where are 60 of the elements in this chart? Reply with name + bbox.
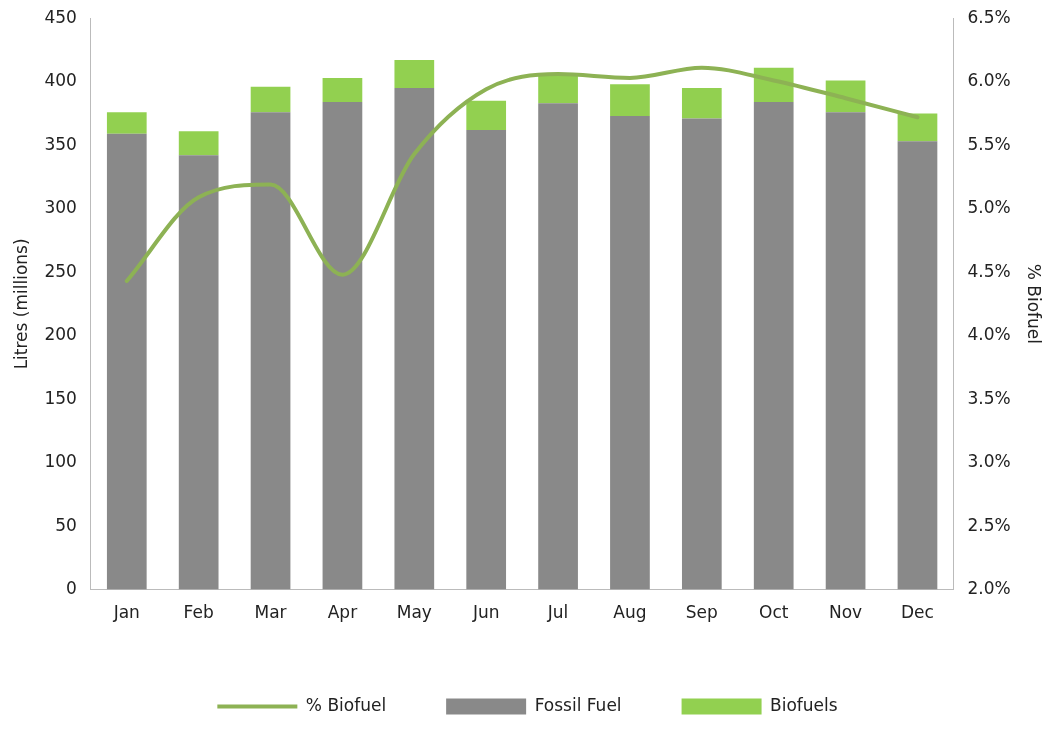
bar xyxy=(178,131,219,156)
y-tick-label: 150 xyxy=(44,387,77,408)
x-tick-label: Oct xyxy=(759,602,789,623)
y2-tick-label: 5.5% xyxy=(967,133,1011,154)
y2-tick-label: 2.5% xyxy=(967,514,1011,535)
y-tick-label: 300 xyxy=(44,197,77,218)
bar xyxy=(897,113,938,142)
y-tick-label: 200 xyxy=(44,324,77,345)
bar xyxy=(897,141,938,590)
bar xyxy=(106,133,147,590)
legend-label: Biofuels xyxy=(770,694,838,715)
bar xyxy=(466,100,507,130)
y2-tick-label: 3.5% xyxy=(967,387,1011,408)
y-tick-label: 350 xyxy=(44,133,77,154)
bar xyxy=(466,129,507,590)
x-tick-label: Mar xyxy=(254,602,287,623)
x-tick-label: Nov xyxy=(829,602,863,623)
bar xyxy=(681,118,722,590)
bar xyxy=(394,88,435,590)
x-tick-label: Jun xyxy=(471,602,500,623)
x-tick-label: May xyxy=(396,602,432,623)
x-tick-label: Apr xyxy=(327,602,358,623)
y2-tick-label: 5.0% xyxy=(967,197,1011,218)
bar xyxy=(106,112,147,134)
bar xyxy=(681,88,722,119)
bar xyxy=(538,103,578,590)
bar xyxy=(322,77,363,103)
bar xyxy=(825,112,866,590)
bar xyxy=(538,75,578,104)
y-tick-label: 50 xyxy=(55,514,77,535)
y2-tick-label: 4.0% xyxy=(967,324,1011,345)
bar xyxy=(610,84,650,116)
y-tick-label: 250 xyxy=(44,260,77,281)
bar xyxy=(753,102,794,590)
y2-tick-label: 6.0% xyxy=(967,70,1011,91)
bar xyxy=(394,60,435,89)
y2-tick-label: 6.5% xyxy=(967,6,1011,27)
y2-tick-label: 4.5% xyxy=(967,260,1011,281)
x-tick-label: Jul xyxy=(546,602,569,623)
legend-label: Fossil Fuel xyxy=(534,694,622,715)
bar xyxy=(250,86,291,113)
y-tick-label: 0 xyxy=(66,578,77,599)
bar xyxy=(322,102,363,590)
y2-tick-label: 3.0% xyxy=(967,451,1011,472)
bar xyxy=(178,155,219,590)
x-tick-label: Jan xyxy=(112,602,140,623)
x-tick-label: Aug xyxy=(613,602,647,623)
y2-tick-label: 2.0% xyxy=(967,578,1011,599)
y-tick-label: 450 xyxy=(44,6,77,27)
y-axis-title: Litres (millions) xyxy=(10,238,31,370)
y-tick-label: 100 xyxy=(44,451,77,472)
x-tick-label: Dec xyxy=(901,602,934,623)
line-series xyxy=(124,65,920,284)
bar xyxy=(610,115,650,590)
y-tick-label: 400 xyxy=(44,70,77,91)
bar xyxy=(250,112,291,590)
x-tick-label: Feb xyxy=(183,602,214,623)
x-tick-label: Sep xyxy=(685,602,718,623)
legend-label: % Biofuel xyxy=(305,694,387,715)
y2-axis-title: % Biofuel xyxy=(1024,263,1045,345)
